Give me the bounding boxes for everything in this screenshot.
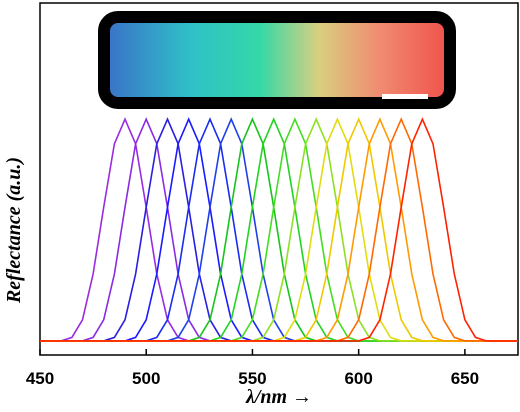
spectrum-line (40, 117, 518, 342)
spectrum-line (40, 117, 518, 342)
spectrum-line (40, 117, 518, 342)
spectrum-line (40, 117, 518, 342)
spectrum-line (40, 117, 518, 342)
lines (40, 117, 518, 342)
spectrum-line (40, 117, 518, 342)
spectrum-line (40, 117, 518, 342)
spectrum-line (40, 117, 518, 342)
x-tick-label: 650 (451, 369, 479, 388)
x-tick-label: 550 (238, 369, 266, 388)
x-axis-label: λ/nm → (245, 386, 312, 408)
inset-frame (98, 11, 456, 109)
scale-bar (382, 94, 428, 99)
spectrum-line (40, 117, 518, 342)
axes: 450 500 550 600 650 (26, 349, 479, 388)
spectrum-line (40, 117, 518, 342)
spectrum-line (40, 117, 518, 342)
inset-image (98, 11, 456, 109)
spectrum-line (40, 117, 518, 342)
spectrum-line (40, 117, 518, 342)
x-tick-label: 600 (344, 369, 372, 388)
x-tick-label: 450 (26, 369, 54, 388)
x-tick-label: 500 (132, 369, 160, 388)
spectrum-line (40, 117, 518, 342)
y-axis-label: Reflectance (a.u.) (3, 157, 25, 304)
spectrum-line (40, 117, 518, 342)
plot-frame (39, 2, 519, 356)
